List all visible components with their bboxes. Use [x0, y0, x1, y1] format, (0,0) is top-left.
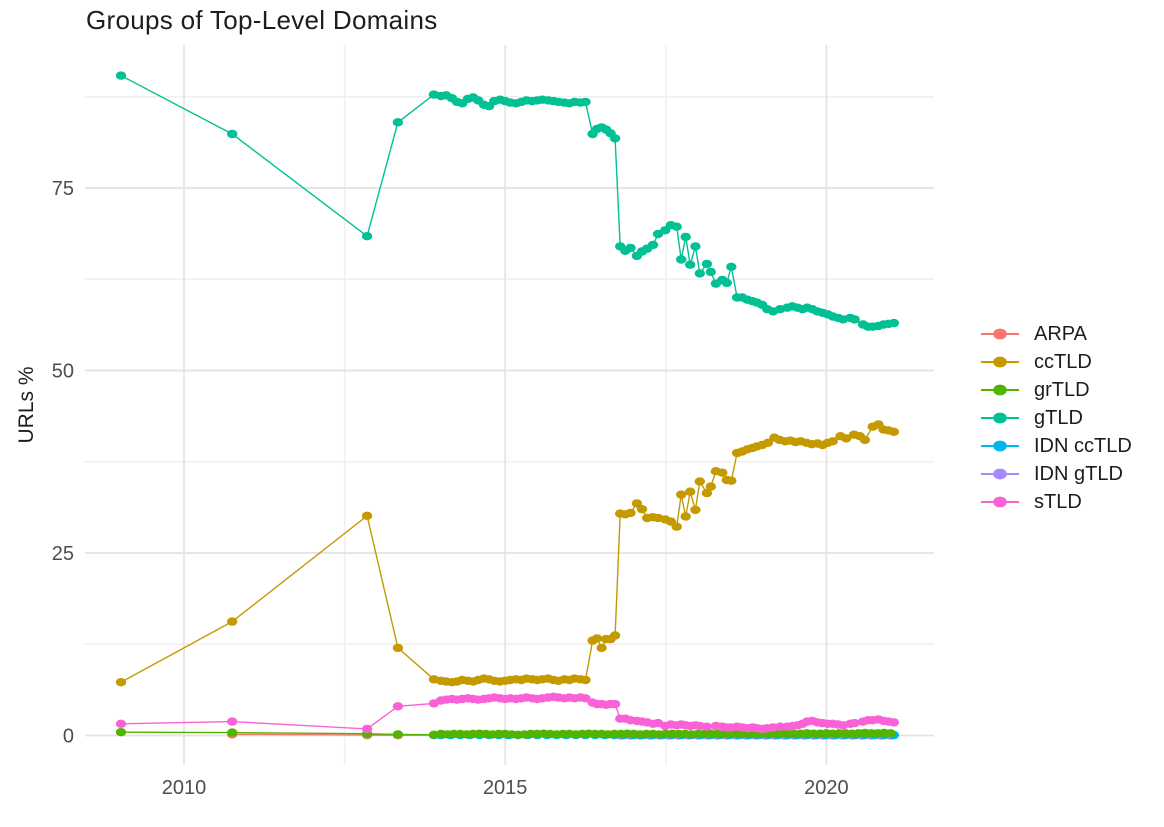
y-tick-label: 50 — [52, 361, 74, 383]
legend-label: grTLD — [1034, 378, 1090, 401]
x-tick-label: 2020 — [804, 777, 849, 799]
legend-label: gTLD — [1034, 406, 1083, 429]
series-gtld — [115, 71, 900, 331]
legend-item-idn-gtld: IDN gTLD — [977, 460, 1132, 488]
y-tick-label: 25 — [52, 543, 74, 565]
legend-key-grtld-icon — [981, 384, 1019, 396]
legend-label: ARPA — [1034, 322, 1087, 345]
gridlines-major — [85, 45, 934, 765]
x-tick-label: 2015 — [483, 777, 528, 799]
legend-item-cctld: ccTLD — [977, 348, 1132, 376]
legend-label: IDN ccTLD — [1034, 434, 1132, 457]
legend-label: sTLD — [1034, 490, 1082, 513]
legend-item-gtld: gTLD — [977, 404, 1132, 432]
legend-key-cctld-icon — [981, 356, 1019, 368]
legend-key-idn-cctld-icon — [981, 440, 1019, 452]
legend-key-gtld-icon — [981, 412, 1019, 424]
legend-item-arpa: ARPA — [977, 320, 1132, 348]
gridlines-minor — [85, 45, 934, 765]
x-tick-label: 2010 — [162, 777, 207, 799]
axis-tick-labels: 0 25 50 75 2010 2015 2020 — [52, 178, 849, 799]
y-axis-title: URLs % — [15, 366, 38, 444]
series-stld — [115, 692, 900, 734]
legend-label: ccTLD — [1034, 350, 1092, 373]
legend: ARPA ccTLD grTLD gTLD IDN ccTLD IDN gTLD sTLD — [977, 320, 1132, 516]
series-cctld — [115, 420, 900, 687]
legend-item-grtld: grTLD — [977, 376, 1132, 404]
legend-label: IDN gTLD — [1034, 462, 1123, 485]
legend-item-stld: sTLD — [977, 488, 1132, 516]
legend-key-arpa-icon — [981, 328, 1019, 340]
legend-key-idn-gtld-icon — [981, 468, 1019, 480]
chart-title: Groups of Top-Level Domains — [86, 5, 438, 35]
series-arpa — [227, 730, 404, 740]
legend-item-idn-cctld: IDN ccTLD — [977, 432, 1132, 460]
y-tick-label: 75 — [52, 178, 74, 200]
y-tick-label: 0 — [63, 726, 74, 748]
legend-key-stld-icon — [981, 496, 1019, 508]
